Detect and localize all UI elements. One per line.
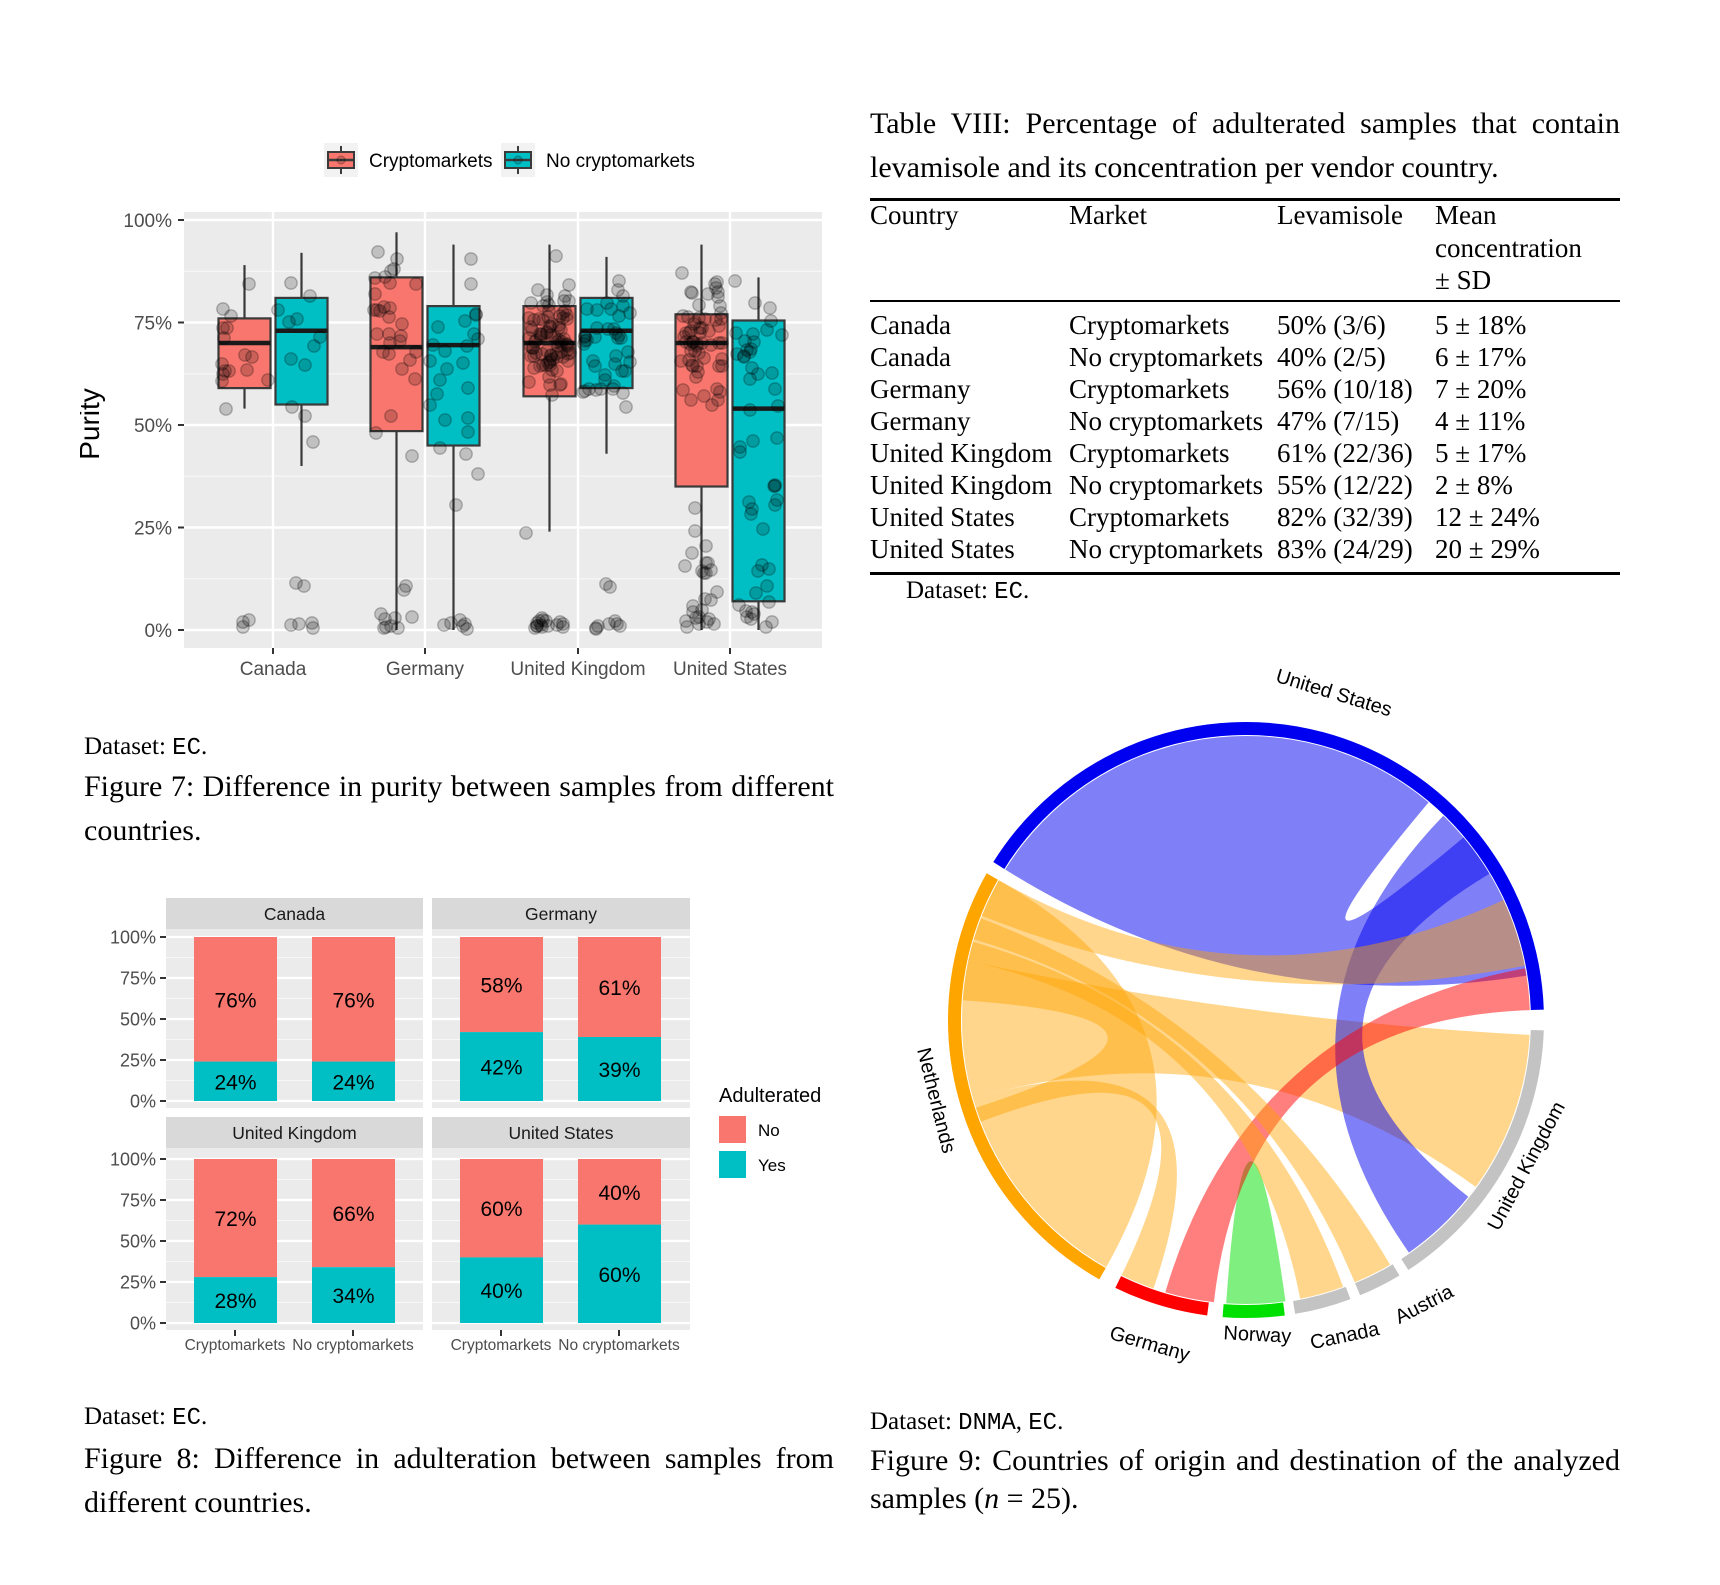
svg-text:Canada: Canada [264,904,326,924]
svg-text:25%: 25% [134,519,172,540]
svg-text:Austria: Austria [1392,1280,1458,1328]
svg-text:United Kingdom: United Kingdom [232,1123,357,1143]
svg-text:50%: 50% [120,1232,156,1252]
svg-text:76%: 76% [332,989,374,1012]
svg-text:No cryptomarkets: No cryptomarkets [546,151,695,172]
svg-text:25%: 25% [120,1051,156,1071]
svg-text:Purity: Purity [80,388,105,460]
svg-text:28%: 28% [214,1290,256,1313]
svg-text:66%: 66% [332,1203,374,1226]
svg-text:100%: 100% [110,928,156,948]
svg-text:40%: 40% [480,1280,522,1303]
svg-text:United Kingdom: United Kingdom [510,659,645,680]
svg-text:Germany: Germany [386,659,465,680]
svg-text:75%: 75% [120,1191,156,1211]
svg-text:Germany: Germany [1107,1322,1192,1366]
svg-text:Germany: Germany [525,904,597,924]
svg-text:60%: 60% [598,1264,640,1287]
svg-text:No cryptomarkets: No cryptomarkets [558,1337,680,1354]
svg-text:0%: 0% [145,621,173,642]
svg-text:Canada: Canada [1308,1318,1382,1354]
svg-text:Norway: Norway [1223,1322,1292,1348]
svg-text:0%: 0% [130,1092,156,1112]
svg-text:40%: 40% [598,1182,640,1205]
svg-text:50%: 50% [134,416,172,437]
svg-text:24%: 24% [214,1071,256,1094]
svg-text:42%: 42% [480,1057,522,1080]
svg-text:34%: 34% [332,1285,374,1308]
svg-text:58%: 58% [480,975,522,998]
svg-text:60%: 60% [480,1198,522,1221]
svg-text:75%: 75% [134,314,172,335]
svg-text:Adulterated: Adulterated [719,1085,821,1107]
svg-text:Cryptomarkets: Cryptomarkets [185,1337,286,1354]
svg-text:100%: 100% [110,1150,156,1170]
svg-text:25%: 25% [120,1273,156,1293]
svg-text:United States: United States [508,1123,613,1143]
svg-text:39%: 39% [598,1059,640,1082]
svg-text:61%: 61% [598,977,640,1000]
svg-text:No: No [758,1121,780,1140]
svg-text:United States: United States [673,659,787,680]
svg-text:Cryptomarkets: Cryptomarkets [369,151,493,172]
svg-text:72%: 72% [214,1208,256,1231]
svg-text:Cryptomarkets: Cryptomarkets [451,1337,552,1354]
svg-text:100%: 100% [123,211,172,232]
svg-text:50%: 50% [120,1010,156,1030]
svg-text:24%: 24% [332,1071,374,1094]
svg-text:76%: 76% [214,989,256,1012]
svg-text:75%: 75% [120,969,156,989]
svg-text:0%: 0% [130,1314,156,1334]
svg-text:United States: United States [1273,665,1394,721]
svg-text:No cryptomarkets: No cryptomarkets [292,1337,414,1354]
svg-text:Canada: Canada [240,659,307,680]
svg-text:Yes: Yes [758,1156,786,1175]
